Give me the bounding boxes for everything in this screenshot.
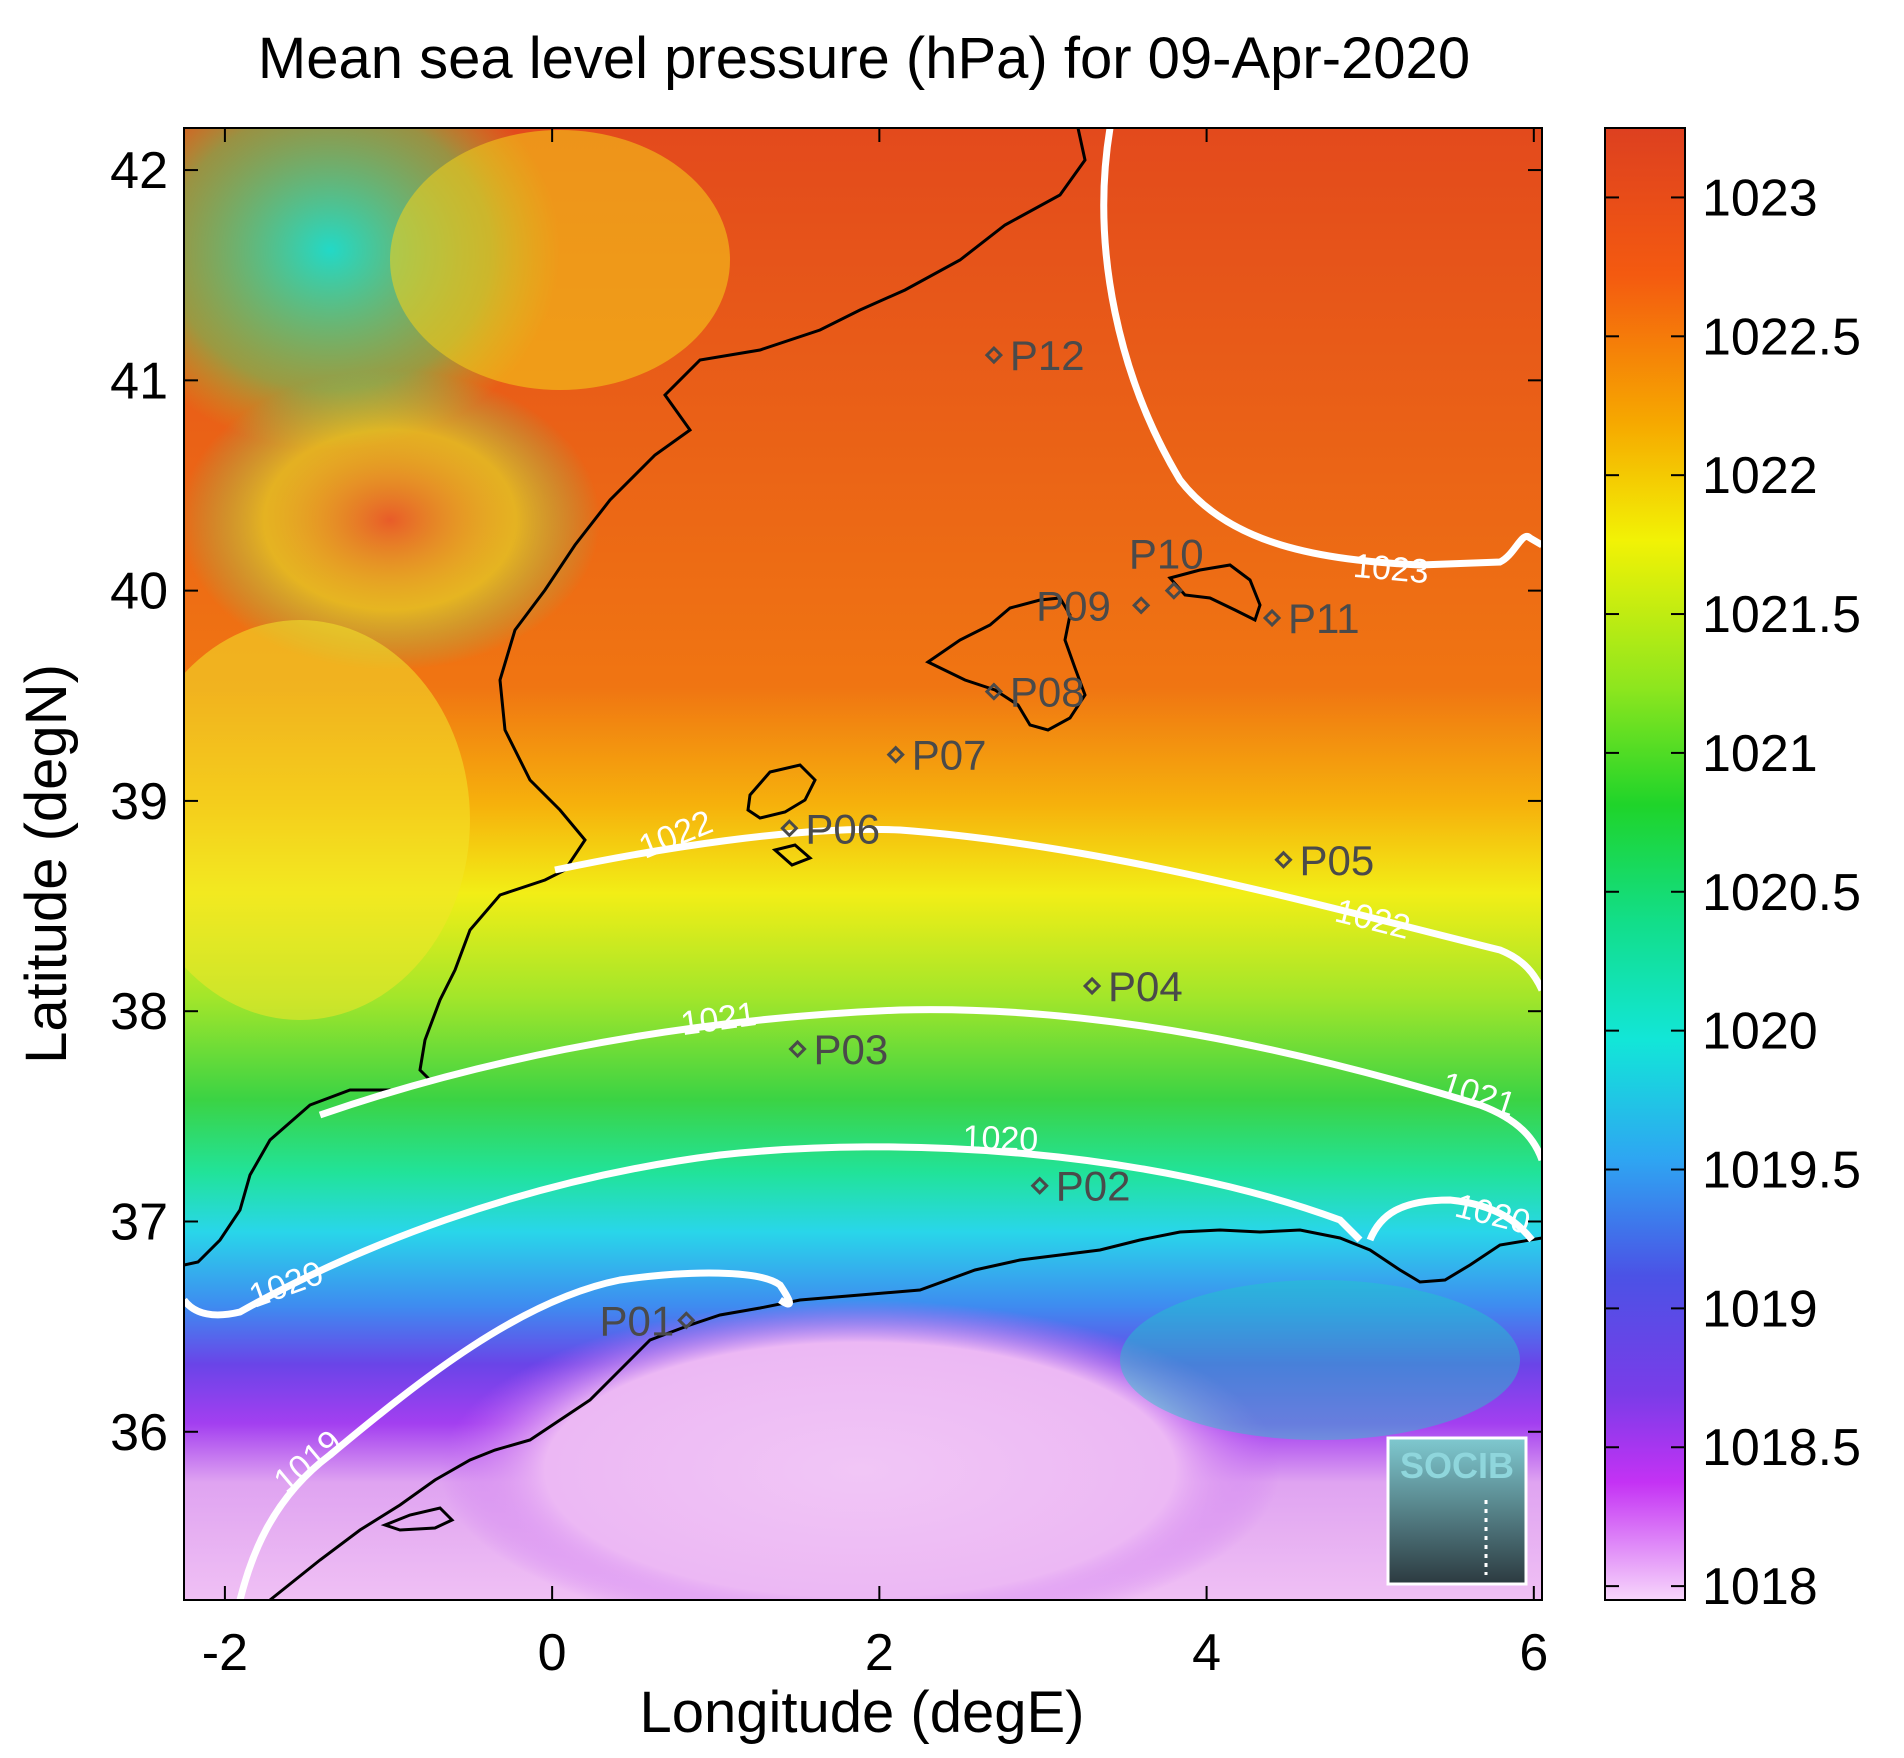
y-tick-label: 41 <box>110 352 168 410</box>
station-label: P07 <box>912 732 987 779</box>
station-label: P08 <box>1010 669 1085 716</box>
station-marker <box>984 345 1004 365</box>
socib-logo-text: SOCIB <box>1400 1445 1514 1486</box>
contour-label-1023: 1023 <box>1352 547 1431 591</box>
african-low-pink <box>440 1300 1280 1600</box>
station-label: P06 <box>805 805 880 852</box>
iberian-highland-red <box>184 370 600 670</box>
colorbar-tick-label: 1022 <box>1702 447 1818 505</box>
x-tick-label: -2 <box>202 1624 248 1682</box>
station-marker <box>1274 850 1293 869</box>
y-axis-ticks: 42 41 40 39 38 37 36 <box>110 142 1542 1462</box>
african-coast-cyan <box>1120 1280 1520 1440</box>
colorbar-tick-label: 1021 <box>1702 725 1818 783</box>
colorbar-tick-label: 1020.5 <box>1702 864 1861 922</box>
colorbar-tick-label: 1021.5 <box>1702 586 1861 644</box>
station-label: P11 <box>1288 595 1360 642</box>
station-p01: P01 <box>600 1297 696 1344</box>
north-africa-coastline <box>269 1228 1542 1600</box>
station-label: P12 <box>1010 332 1085 379</box>
station-marker <box>984 682 1004 701</box>
y-tick-label: 37 <box>110 1193 168 1251</box>
ibiza-coastline <box>746 763 817 820</box>
station-p03: P03 <box>788 1026 889 1073</box>
y-tick-label: 40 <box>110 563 168 621</box>
chart-title: Mean sea level pressure (hPa) for 09-Apr… <box>258 26 1470 91</box>
isobar-1023 <box>1100 128 1542 569</box>
isobar-1022 <box>554 825 1542 992</box>
colorbar-ticks: 1023 1022.5 1022 1021.5 1021 1020.5 1020 1019.5… <box>1605 169 1861 1616</box>
station-marker <box>780 819 799 838</box>
y-tick-label: 38 <box>110 983 168 1041</box>
station-p05: P05 <box>1274 837 1374 884</box>
station-p02: P02 <box>1030 1163 1131 1210</box>
station-p04: P04 <box>1082 963 1183 1010</box>
colorbar-tick-label: 1020 <box>1702 1003 1818 1061</box>
socib-logo: SOCIB <box>1386 1436 1528 1586</box>
x-tick-label: 0 <box>538 1624 567 1682</box>
station-label: P05 <box>1299 837 1374 884</box>
station-marker <box>1132 596 1151 615</box>
station-marker <box>1262 608 1282 628</box>
iberian-coastline <box>184 128 1087 1267</box>
station-p10: P10 <box>1129 531 1204 600</box>
station-marker <box>1082 976 1102 996</box>
station-p08: P08 <box>984 669 1085 716</box>
isobar-1021 <box>318 1006 1542 1162</box>
x-axis-ticks: -2 0 2 4 6 <box>202 128 1548 1682</box>
colorbar-tick-label: 1018.5 <box>1702 1419 1861 1477</box>
station-marker <box>1030 1176 1049 1195</box>
colorbar-tick-label: 1023 <box>1702 169 1818 227</box>
station-p07: P07 <box>886 732 987 779</box>
station-label: P10 <box>1129 531 1204 578</box>
station-marker <box>788 1039 807 1059</box>
menorca-coastline <box>1167 563 1262 623</box>
station-p06: P06 <box>780 805 880 852</box>
x-axis-label: Longitude (degE) <box>640 1680 1085 1745</box>
station-p09: P09 <box>1036 582 1151 629</box>
station-label: P01 <box>600 1297 675 1344</box>
y-tick-label: 36 <box>110 1404 168 1462</box>
colorbar <box>1604 127 1686 1601</box>
y-tick-label: 42 <box>110 142 168 200</box>
colorbar-tick-label: 1022.5 <box>1702 308 1861 366</box>
station-label: P04 <box>1108 963 1183 1010</box>
x-tick-label: 2 <box>865 1624 894 1682</box>
plot-area: SOCIB 1023102210221021102110201020102010… <box>184 128 1542 1600</box>
formentera-coastline <box>771 843 813 867</box>
station-p12: P12 <box>984 332 1085 379</box>
station-marker <box>1164 581 1183 600</box>
iberian-highland-yellow <box>184 620 470 1020</box>
contour-label-1020: 1020 <box>962 1119 1039 1160</box>
isobar-1019 <box>236 1269 793 1600</box>
x-tick-label: 6 <box>1519 1624 1548 1682</box>
iberian-north-yellow <box>390 130 730 390</box>
station-marker <box>677 1311 696 1330</box>
x-tick-label: 4 <box>1192 1624 1221 1682</box>
y-tick-label: 39 <box>110 773 168 831</box>
colorbar-tick-label: 1019.5 <box>1702 1142 1861 1200</box>
station-marker <box>886 745 905 764</box>
colorbar-tick-label: 1019 <box>1702 1280 1818 1338</box>
isobar-1020-main <box>184 1143 1363 1319</box>
station-label: P02 <box>1056 1163 1131 1210</box>
plot-frame <box>183 127 1543 1601</box>
colorbar-tick-label: 1018 <box>1702 1558 1818 1616</box>
mallorca-coastline <box>925 596 1087 732</box>
station-label: P03 <box>814 1026 889 1073</box>
station-label: P09 <box>1036 582 1111 629</box>
station-p11: P11 <box>1262 595 1360 642</box>
isobar-1020-east <box>1366 1196 1535 1243</box>
stations: P01 P02 P03 P04 P05 P06 P07 P08 P09 P10 P11 P12 <box>600 332 1375 1344</box>
alboran-island <box>380 1506 455 1532</box>
y-axis-label: Latitude (degN) <box>14 664 79 1064</box>
